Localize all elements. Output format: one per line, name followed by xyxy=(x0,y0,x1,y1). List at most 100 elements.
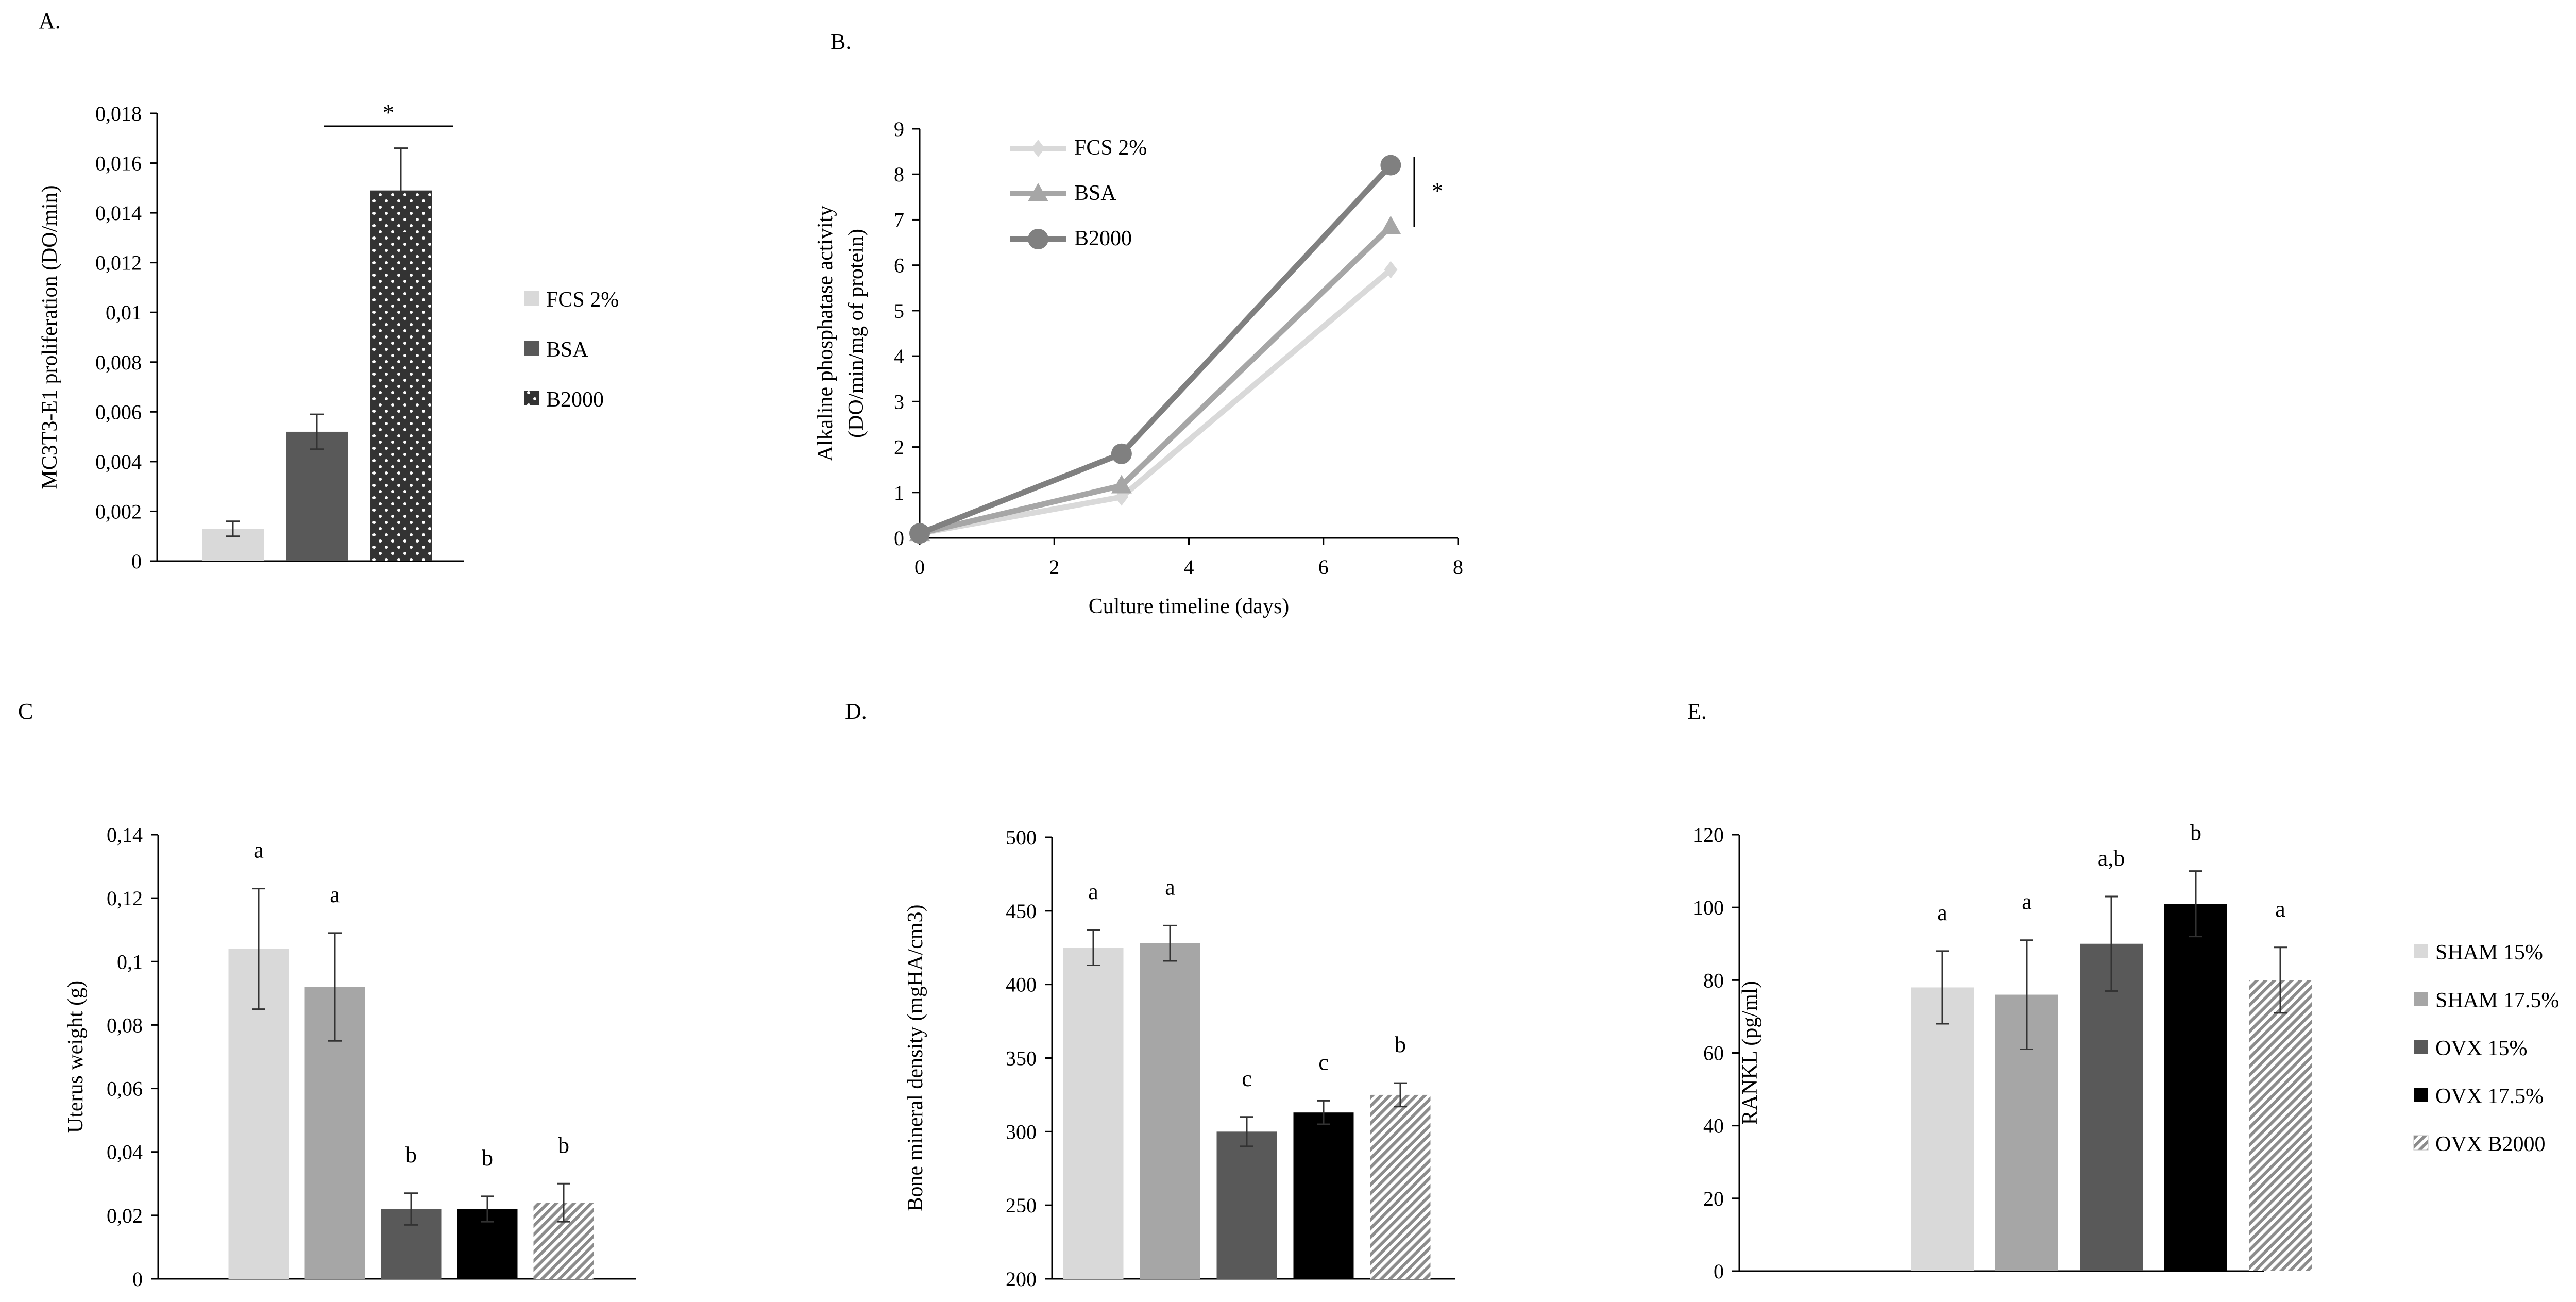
y-tick-label: 0,14 xyxy=(107,823,143,847)
y-tick-label: 0,014 xyxy=(95,201,142,225)
y-tick-label: 60 xyxy=(1703,1042,1724,1065)
y-tick-label: 200 xyxy=(1006,1267,1037,1291)
y-tick-label: 0,008 xyxy=(95,351,142,374)
panel-C: C 0 0,02 0,04 0,06 0,08 0,1 0,12 0,14 Uterus weig… xyxy=(18,699,636,1291)
legend-swatch xyxy=(2413,1135,2429,1151)
y-tick-label: 0 xyxy=(1714,1260,1724,1283)
y-axis-title: RANKL (pg/ml) xyxy=(1738,981,1762,1125)
y-axis-title: Bone mineral density (mgHA/cm3) xyxy=(904,904,927,1211)
panel-label: A. xyxy=(39,8,61,33)
legend-swatch xyxy=(2414,1040,2428,1054)
y-tick-label: 0,016 xyxy=(95,152,142,175)
legend-label: B2000 xyxy=(1074,227,1132,250)
y-tick-label: 300 xyxy=(1006,1120,1037,1143)
panel-D: D. 200 250 300 350 400 450 500 Bone mineral dens… xyxy=(845,699,1455,1291)
y-tick-label: 0 xyxy=(132,1267,143,1291)
legend-swatch xyxy=(2414,1088,2428,1102)
y-tick-label: 350 xyxy=(1006,1047,1037,1070)
marker-triangle xyxy=(1111,475,1132,494)
significance-letter: a xyxy=(2275,897,2285,922)
y-tick-label: 120 xyxy=(1693,823,1724,847)
significance-letter: c xyxy=(1318,1050,1329,1075)
significance-star: * xyxy=(1432,178,1443,204)
significance-letter: a xyxy=(1088,879,1098,904)
y-axis-title: (DO/min/mg of protein) xyxy=(844,229,868,438)
marker-circle xyxy=(1380,155,1401,176)
bar-sham-17-5- xyxy=(1140,943,1200,1279)
series-line-b2000 xyxy=(918,163,1393,536)
y-axis-title: Uterus weight (g) xyxy=(64,980,88,1133)
y-tick-label: 500 xyxy=(1006,826,1037,849)
y-tick-label: 0,06 xyxy=(107,1077,143,1101)
legend-swatch xyxy=(524,291,539,306)
y-tick-label: 7 xyxy=(894,208,904,231)
y-tick-label: 20 xyxy=(1703,1187,1724,1210)
x-axis-title: Culture timeline (days) xyxy=(1089,595,1290,618)
y-tick-label: 0,006 xyxy=(95,400,142,424)
legend-label: SHAM 15% xyxy=(2435,941,2543,965)
y-axis-title: MC3T3-E1 proliferation (DO/min) xyxy=(38,185,62,489)
x-tick-label: 6 xyxy=(1318,555,1329,579)
y-tick-label: 8 xyxy=(894,163,904,186)
significance-star: * xyxy=(383,100,394,125)
marker-circle xyxy=(1028,229,1048,249)
y-tick-label: 0,01 xyxy=(106,301,142,324)
y-tick-label: 6 xyxy=(894,254,904,277)
bar-sham-15- xyxy=(1911,987,1974,1271)
significance-letter: b xyxy=(558,1132,569,1158)
x-tick-label: 2 xyxy=(1049,555,1059,579)
y-tick-label: 0,1 xyxy=(117,950,143,973)
marker-diamond xyxy=(1384,261,1398,279)
legend-label: OVX 15% xyxy=(2435,1037,2527,1060)
legend-label: FCS 2% xyxy=(546,288,619,312)
y-tick-label: 4 xyxy=(894,345,904,368)
significance-letter: c xyxy=(1242,1066,1252,1091)
y-tick-label: 80 xyxy=(1703,969,1724,992)
legend-label: OVX B2000 xyxy=(2435,1132,2546,1156)
series-line-fcs-2- xyxy=(919,267,1393,536)
panel-B: B. 0 1 2 3 4 5 6 7 8 9 0 2 4 6 8 Culture timeline (days)… xyxy=(814,29,1463,618)
significance-letter: a xyxy=(330,882,340,907)
significance-letter: a xyxy=(1937,900,1947,925)
significance-letter: a,b xyxy=(2098,846,2125,871)
y-tick-label: 0,012 xyxy=(95,251,142,275)
significance-letter: b xyxy=(405,1142,417,1168)
y-tick-label: 0,12 xyxy=(107,887,143,910)
legend-label: SHAM 17.5% xyxy=(2435,989,2559,1012)
y-tick-label: 5 xyxy=(894,299,904,323)
y-tick-label: 0,018 xyxy=(95,102,142,125)
significance-letter: a xyxy=(253,838,264,863)
bar-sham-15- xyxy=(1063,948,1124,1279)
y-tick-label: 0,04 xyxy=(107,1141,143,1164)
y-tick-label: 40 xyxy=(1703,1114,1724,1138)
series-line-bsa xyxy=(919,224,1393,536)
significance-letter: b xyxy=(1395,1032,1406,1057)
legend-swatch xyxy=(2414,992,2428,1006)
bar-ovx-17-5- xyxy=(2164,904,2227,1271)
y-tick-label: 1 xyxy=(894,481,904,504)
bar-ovx-b2000 xyxy=(1370,1094,1431,1279)
legend-label: BSA xyxy=(1074,181,1116,205)
y-tick-label: 0 xyxy=(894,527,904,550)
y-tick-label: 250 xyxy=(1006,1194,1037,1217)
x-tick-label: 8 xyxy=(1453,555,1463,579)
significance-letter: b xyxy=(2190,820,2201,846)
marker-diamond xyxy=(1031,140,1045,157)
panel-E: E. 0 20 40 60 80 100 120 RANKL (pg/ml) a a a,b b a SHA… xyxy=(1687,699,2559,1283)
legend-label: OVX 17.5% xyxy=(2435,1085,2544,1108)
significance-letter: a xyxy=(2022,889,2032,915)
x-tick-label: 4 xyxy=(1184,555,1194,579)
y-tick-label: 0,08 xyxy=(107,1013,143,1037)
y-axis-title: Alkaline phosphatase activity xyxy=(814,206,837,462)
significance-letter: b xyxy=(482,1145,493,1171)
legend-label: B2000 xyxy=(546,388,604,412)
panel-A: A. 0 0,002 0,004 0,006 0,008 0,01 0,012 0,014 0,0… xyxy=(38,8,619,573)
y-tick-label: 9 xyxy=(894,117,904,141)
bar-bsa xyxy=(286,431,348,561)
panel-label: D. xyxy=(845,699,867,724)
marker-circle xyxy=(909,523,930,544)
panel-label: C xyxy=(18,699,33,724)
y-tick-label: 0,004 xyxy=(95,450,142,474)
bar-ovx-15- xyxy=(1216,1131,1277,1279)
